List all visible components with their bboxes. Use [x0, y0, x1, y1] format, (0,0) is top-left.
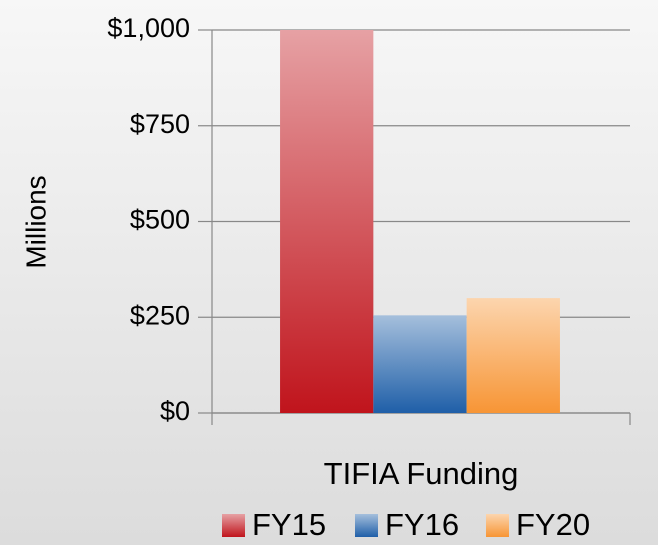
legend-swatch — [486, 514, 509, 537]
bar — [466, 298, 560, 413]
legend-label: FY15 — [252, 507, 326, 542]
y-tick-label: $1,000 — [107, 13, 190, 43]
y-axis-label: Millions — [20, 175, 51, 268]
x-tick-label: TIFIA Funding — [324, 456, 519, 491]
legend-label: FY16 — [385, 507, 459, 542]
legend-swatch — [355, 514, 378, 537]
y-tick-label: $250 — [130, 300, 190, 330]
y-tick-label: $750 — [130, 109, 190, 139]
y-tick-label: $0 — [160, 396, 190, 426]
legend-label: FY20 — [516, 507, 590, 542]
bar — [280, 30, 374, 413]
legend-swatch — [222, 514, 245, 537]
bar — [373, 315, 467, 413]
y-tick-label: $500 — [130, 205, 190, 235]
